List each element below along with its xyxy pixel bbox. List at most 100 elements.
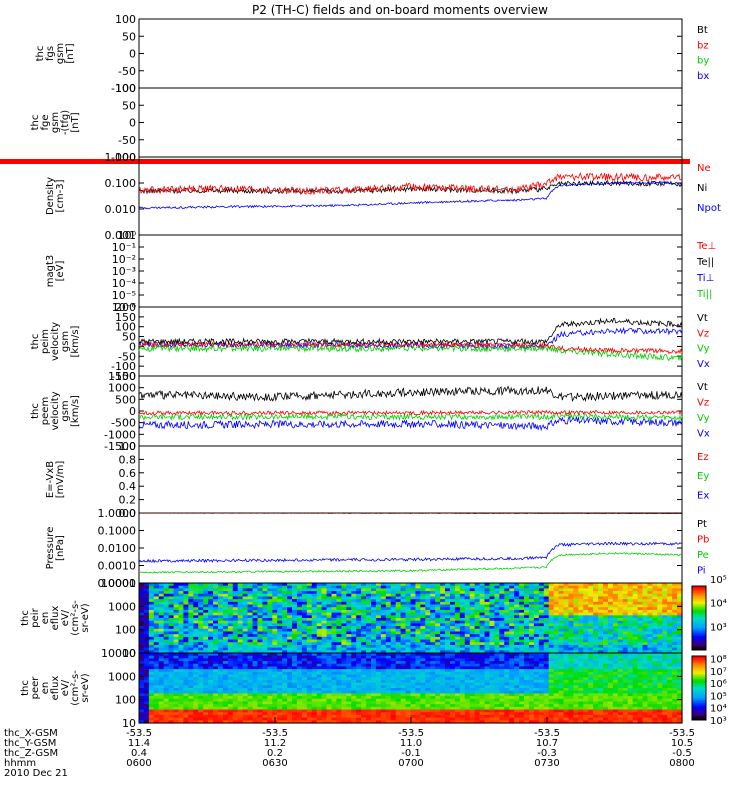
heatmap-cell xyxy=(405,693,412,697)
heatmap-cell xyxy=(287,636,293,641)
heatmap-cell xyxy=(163,639,170,643)
heatmap-cell xyxy=(257,714,264,719)
colorbar-segment xyxy=(692,606,706,609)
heatmap-cell xyxy=(632,628,639,633)
heatmap-cell xyxy=(603,620,609,624)
heatmap-cell xyxy=(208,593,214,598)
heatmap-cell xyxy=(469,696,476,700)
heatmap-cell xyxy=(213,628,219,633)
heatmap-cell xyxy=(474,596,481,600)
heatmap-cell xyxy=(262,593,268,598)
heatmap-cell xyxy=(173,663,180,668)
y-tick-label: 200 xyxy=(115,301,136,314)
heatmap-cell xyxy=(479,634,486,638)
y-tick-label: -100 xyxy=(111,360,136,373)
heatmap-cell xyxy=(183,653,189,657)
heatmap-cell xyxy=(257,601,264,606)
heatmap-cell xyxy=(410,717,417,721)
heatmap-cell xyxy=(198,588,204,592)
heatmap-cell xyxy=(371,626,377,630)
heatmap-cell xyxy=(232,626,239,630)
heatmap-cell xyxy=(321,674,328,678)
heatmap-cell xyxy=(415,626,421,630)
heatmap-cell xyxy=(612,631,619,635)
heatmap-cell xyxy=(371,712,377,716)
heatmap-cell xyxy=(178,682,185,686)
heatmap-cell xyxy=(222,588,229,592)
heatmap-cell xyxy=(390,701,397,705)
heatmap-cell xyxy=(553,644,560,649)
heatmap-cell xyxy=(410,693,417,697)
heatmap-cell xyxy=(336,585,342,589)
heatmap-cell xyxy=(287,685,293,689)
heatmap-cell xyxy=(237,712,244,716)
heatmap-cell xyxy=(277,601,283,606)
heatmap-cell xyxy=(464,628,471,633)
heatmap-cell xyxy=(652,588,658,592)
heatmap-cell xyxy=(568,647,574,651)
heatmap-cell xyxy=(652,642,658,646)
heatmap-cell xyxy=(563,604,570,608)
heatmap-cell xyxy=(311,618,318,622)
heatmap-cell xyxy=(227,677,234,681)
heatmap-cell xyxy=(356,642,362,646)
heatmap-cell xyxy=(420,604,426,608)
heatmap-cell xyxy=(351,604,357,608)
heatmap-cell xyxy=(390,688,397,692)
heatmap-cell xyxy=(183,639,189,643)
heatmap-cell xyxy=(410,618,417,622)
heatmap-cell xyxy=(173,671,180,676)
heatmap-cell xyxy=(677,626,683,630)
heatmap-cell xyxy=(400,626,407,630)
heatmap-cell xyxy=(449,677,456,681)
heatmap-cell xyxy=(415,631,421,635)
heatmap-cell xyxy=(292,615,298,619)
heatmap-cell xyxy=(262,615,268,619)
heatmap-cell xyxy=(178,669,185,673)
heatmap-cell xyxy=(351,596,357,600)
heatmap-cell xyxy=(410,679,417,684)
heatmap-cell xyxy=(543,604,550,608)
heatmap-cell xyxy=(361,591,367,595)
heatmap-cell xyxy=(311,671,318,676)
y-axis-label: [nT] xyxy=(70,112,81,132)
heatmap-cell xyxy=(514,583,520,587)
heatmap-cell xyxy=(375,688,382,692)
heatmap-cell xyxy=(272,596,278,600)
heatmap-cell xyxy=(316,696,323,700)
heatmap-cell xyxy=(637,628,644,633)
heatmap-cell xyxy=(208,626,214,630)
y-axis-label: thc xyxy=(30,403,41,419)
heatmap-cell xyxy=(533,601,540,606)
heatmap-cell xyxy=(400,618,407,622)
heatmap-cell xyxy=(617,644,624,649)
heatmap-cell xyxy=(662,612,668,616)
heatmap-cell xyxy=(647,612,653,616)
heatmap-cell xyxy=(509,636,515,641)
heatmap-cell xyxy=(558,623,565,627)
heatmap-cell xyxy=(519,642,525,646)
heatmap-cell xyxy=(415,701,421,705)
heatmap-cell xyxy=(400,701,407,705)
heatmap-cell xyxy=(292,706,298,711)
heatmap-cell xyxy=(257,661,264,665)
heatmap-cell xyxy=(371,679,377,684)
heatmap-cell xyxy=(222,698,229,703)
heatmap-cell xyxy=(153,690,160,694)
heatmap-cell xyxy=(430,688,436,692)
colorbar-segment xyxy=(692,616,706,619)
heatmap-cell xyxy=(395,679,402,684)
heatmap-cell xyxy=(435,698,441,703)
heatmap-cell xyxy=(499,585,505,589)
heatmap-cell xyxy=(573,596,579,600)
heatmap-cell xyxy=(277,688,283,692)
heatmap-cell xyxy=(435,714,441,719)
heatmap-cell xyxy=(188,607,194,611)
heatmap-cell xyxy=(622,639,629,643)
heatmap-cell xyxy=(267,623,273,627)
heatmap-cell xyxy=(588,588,594,592)
heatmap-cell xyxy=(158,701,165,705)
heatmap-cell xyxy=(153,631,160,635)
heatmap-cell xyxy=(657,620,663,624)
heatmap-cell xyxy=(282,601,288,606)
